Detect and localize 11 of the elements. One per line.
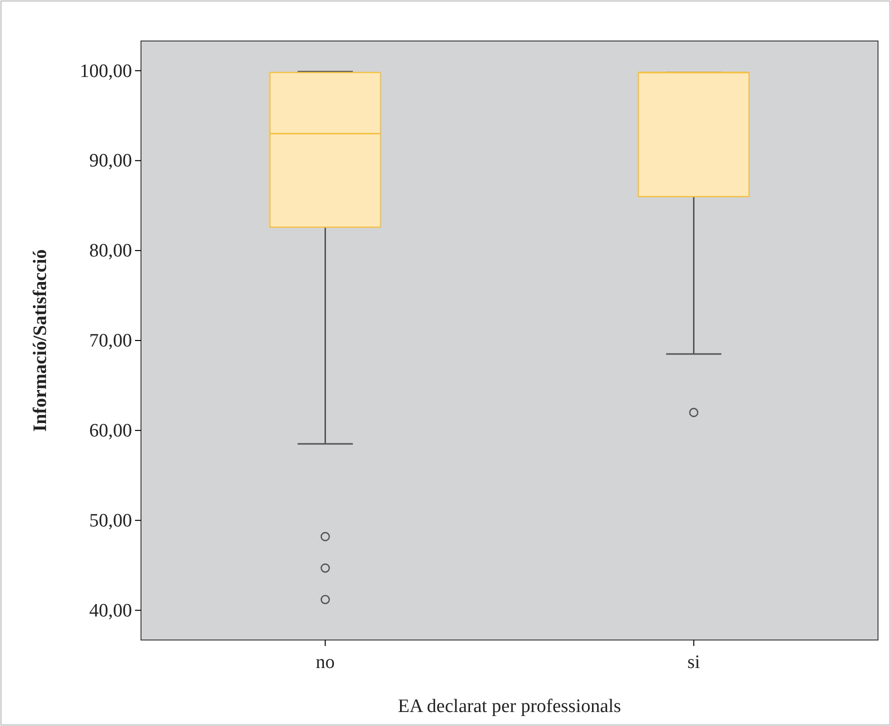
x-tick-label: no [316,652,335,673]
y-tick-label: 90,00 [89,150,132,172]
x-tick-label: si [687,652,700,673]
y-tick-label: 50,00 [89,510,132,532]
y-axis-title: Informació/Satisfacció [30,249,51,432]
y-tick-label: 70,00 [89,330,132,352]
y-tick-label: 40,00 [89,600,132,622]
x-axis-title: EA declarat per professionals [398,696,622,717]
y-tick-label: 80,00 [89,240,132,262]
y-tick-label: 100,00 [80,60,132,82]
y-tick-label: 60,00 [89,420,132,442]
